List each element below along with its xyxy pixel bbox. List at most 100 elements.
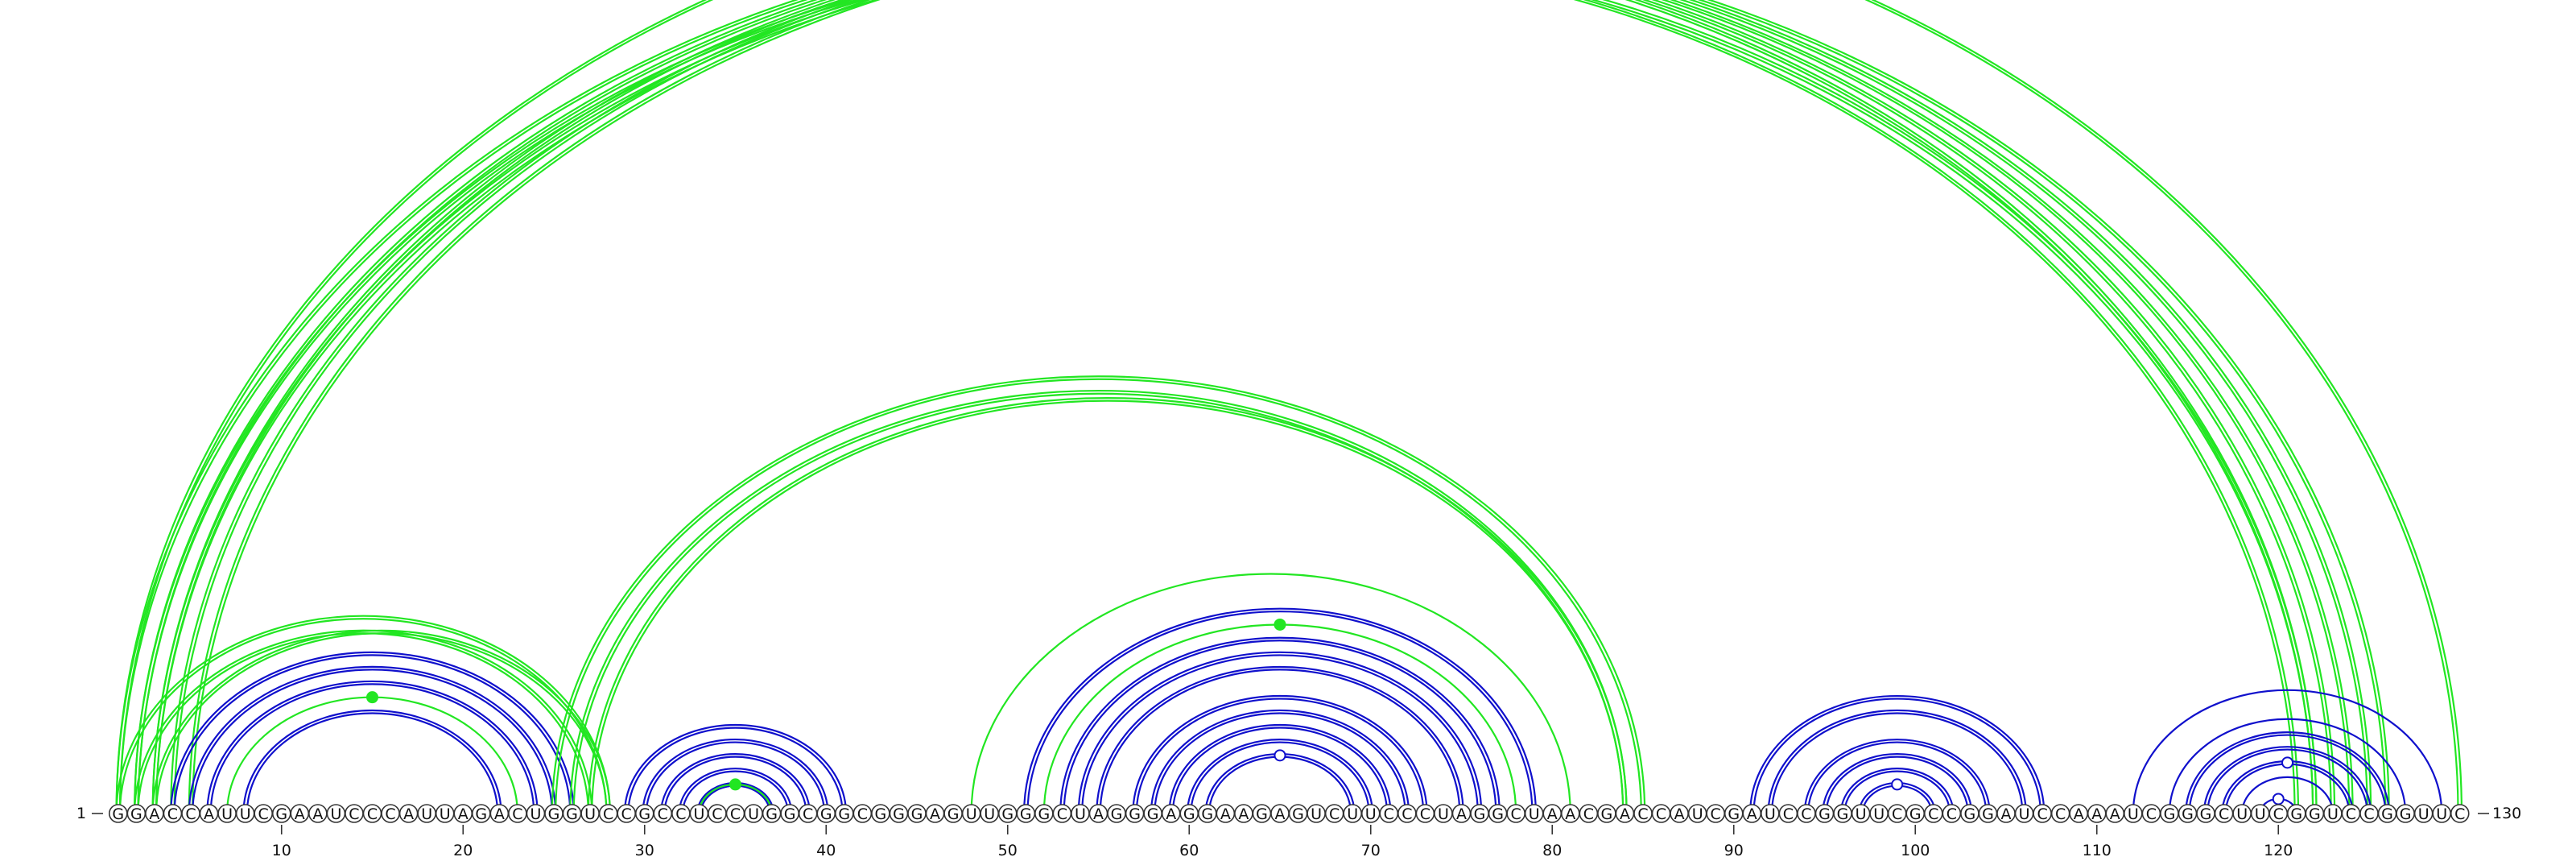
helix-19-pair-60-70-strand-0 [1186, 739, 1374, 814]
nucleotide-letter: C [2146, 805, 2157, 823]
nucleotide: U [1869, 804, 1889, 823]
helix-8-pair-5-25-strand-0 [188, 665, 557, 814]
helix-19-pair-57-73-strand-1 [1135, 698, 1425, 814]
nucleotide: C [345, 804, 364, 823]
nucleotide: G [1905, 804, 1926, 823]
nucleotide-letter: G [112, 805, 124, 823]
helix-15-pair-48-81-strand-0 [970, 573, 1571, 814]
nucleotide-letter: G [1292, 805, 1304, 823]
nucleotide-letter: U [1873, 805, 1885, 823]
nucleotide-letter: G [638, 805, 650, 823]
nucleotide-letter: G [1038, 805, 1050, 823]
nucleotide-letter: A [494, 805, 505, 823]
helix-19-pair-59-71-strand-1 [1171, 727, 1389, 814]
tick-label: 30 [635, 842, 654, 857]
helix-13-pair-31-39-strand-0 [660, 753, 811, 814]
nucleotide: U [2250, 804, 2270, 823]
nucleotide-letter: C [185, 805, 196, 823]
helix-24-pair-116-125-strand-1 [2207, 748, 2368, 814]
helix-8-pair-6-24-strand-1 [209, 683, 535, 814]
nucleotide: A [1742, 804, 1762, 823]
helix-6-pair-1-28-strand-1 [118, 618, 608, 814]
nucleotide-letter: A [1093, 805, 1104, 823]
helix-0-pair-1-122-strand-0 [115, 0, 2318, 814]
nucleotide-letter: G [475, 805, 487, 823]
helix-1-pair-3-122-strand-1 [156, 0, 2313, 814]
nucleotide-letter: U [2436, 805, 2447, 823]
helix-23-pair-114-127-strand-0 [2168, 718, 2407, 814]
nucleotide: C [254, 804, 274, 823]
nucleotide: A [145, 804, 164, 823]
nucleotide-letter: G [1909, 805, 1922, 823]
nucleotide-letter: C [675, 805, 686, 823]
nucleotide-letter: G [1147, 805, 1159, 823]
nucleotide: U [1071, 804, 1090, 823]
tick-label: 60 [1179, 842, 1199, 857]
helix-24-pair-115-126-strand-1 [2188, 734, 2387, 814]
nucleotide: C [1379, 804, 1399, 823]
nucleotide-letter: C [2454, 805, 2465, 823]
nucleotide-letter: G [1964, 805, 1976, 823]
helix-8-pair-6-24-strand-0 [206, 680, 539, 814]
helix-21-pair-94-104-strand-1 [1807, 741, 1988, 814]
nucleotide-letter: C [803, 805, 813, 823]
nucleotide-letter: C [603, 805, 613, 823]
tick-label: 70 [1361, 842, 1381, 857]
nucleotide: A [489, 804, 510, 823]
nucleotide: G [471, 804, 491, 823]
nucleotide: A [2087, 804, 2107, 823]
nucleotide: U [435, 804, 455, 823]
nucleotide-letter: A [458, 805, 469, 823]
nucleotide: G [1724, 804, 1744, 823]
helix-24-marker [2281, 756, 2294, 769]
nucleotide-letter: C [1656, 805, 1666, 823]
nucleotide: A [2069, 804, 2088, 823]
nucleotide: A [2105, 804, 2125, 823]
nucleotide: A [1542, 804, 1563, 823]
nucleotide: C [163, 804, 183, 823]
nucleotide-letter: C [167, 805, 178, 823]
nucleotide: G [544, 804, 564, 823]
nucleotide: U [235, 804, 255, 823]
nucleotide-letter: U [1438, 805, 1449, 823]
nucleotide-letter: U [1347, 805, 1358, 823]
helix-2-pair-3-124-strand-1 [155, 0, 2351, 814]
nucleotide: C [2450, 804, 2470, 823]
nucleotide-letter: G [893, 805, 905, 823]
nucleotide-letter: G [1129, 805, 1141, 823]
helix-19-pair-58-72-strand-1 [1154, 712, 1406, 814]
nucleotide: G [1125, 804, 1145, 823]
nucleotide: G [1143, 804, 1162, 823]
nucleotide-letter: A [2001, 805, 2012, 823]
nucleotide-letter: U [1529, 805, 1540, 823]
nucleotide-letter: C [730, 805, 741, 823]
nucleotide: C [617, 804, 637, 823]
nucleotide-letter: C [658, 805, 668, 823]
helix-3-pair-4-125-strand-0 [170, 0, 2372, 814]
nucleotide-letter: G [820, 805, 832, 823]
arcs-layer [117, 0, 2462, 814]
nucleotide: C [2341, 804, 2361, 823]
helix-11-pair-26-84-strand-0 [569, 390, 1628, 814]
nucleotide-letter: U [748, 805, 759, 823]
nucleotide: U [2124, 804, 2143, 823]
nucleotide-letter: A [2091, 805, 2102, 823]
nucleotide: A [199, 804, 219, 823]
nucleotide-letter: A [1747, 805, 1757, 823]
helix-11-pair-25-85-strand-0 [551, 375, 1646, 814]
helix-1-pair-2-123-strand-0 [134, 0, 2336, 814]
nucleotide-letter: U [2327, 805, 2339, 823]
helix-10-pair-8-22-strand-1 [246, 712, 499, 814]
nucleotide-letter: U [1311, 805, 1322, 823]
nucleotide: C [1651, 804, 1671, 823]
helix-19-pair-59-71-strand-0 [1168, 723, 1392, 814]
nucleotide: G [816, 804, 836, 823]
helix-26-marker [2272, 793, 2285, 805]
nucleotide: G [109, 804, 128, 823]
nucleotide-letter: U [2418, 805, 2429, 823]
helix-24-pair-115-126-strand-0 [2185, 731, 2390, 814]
nucleotide: G [1833, 804, 1852, 823]
nucleotide-letter: A [1674, 805, 1685, 823]
